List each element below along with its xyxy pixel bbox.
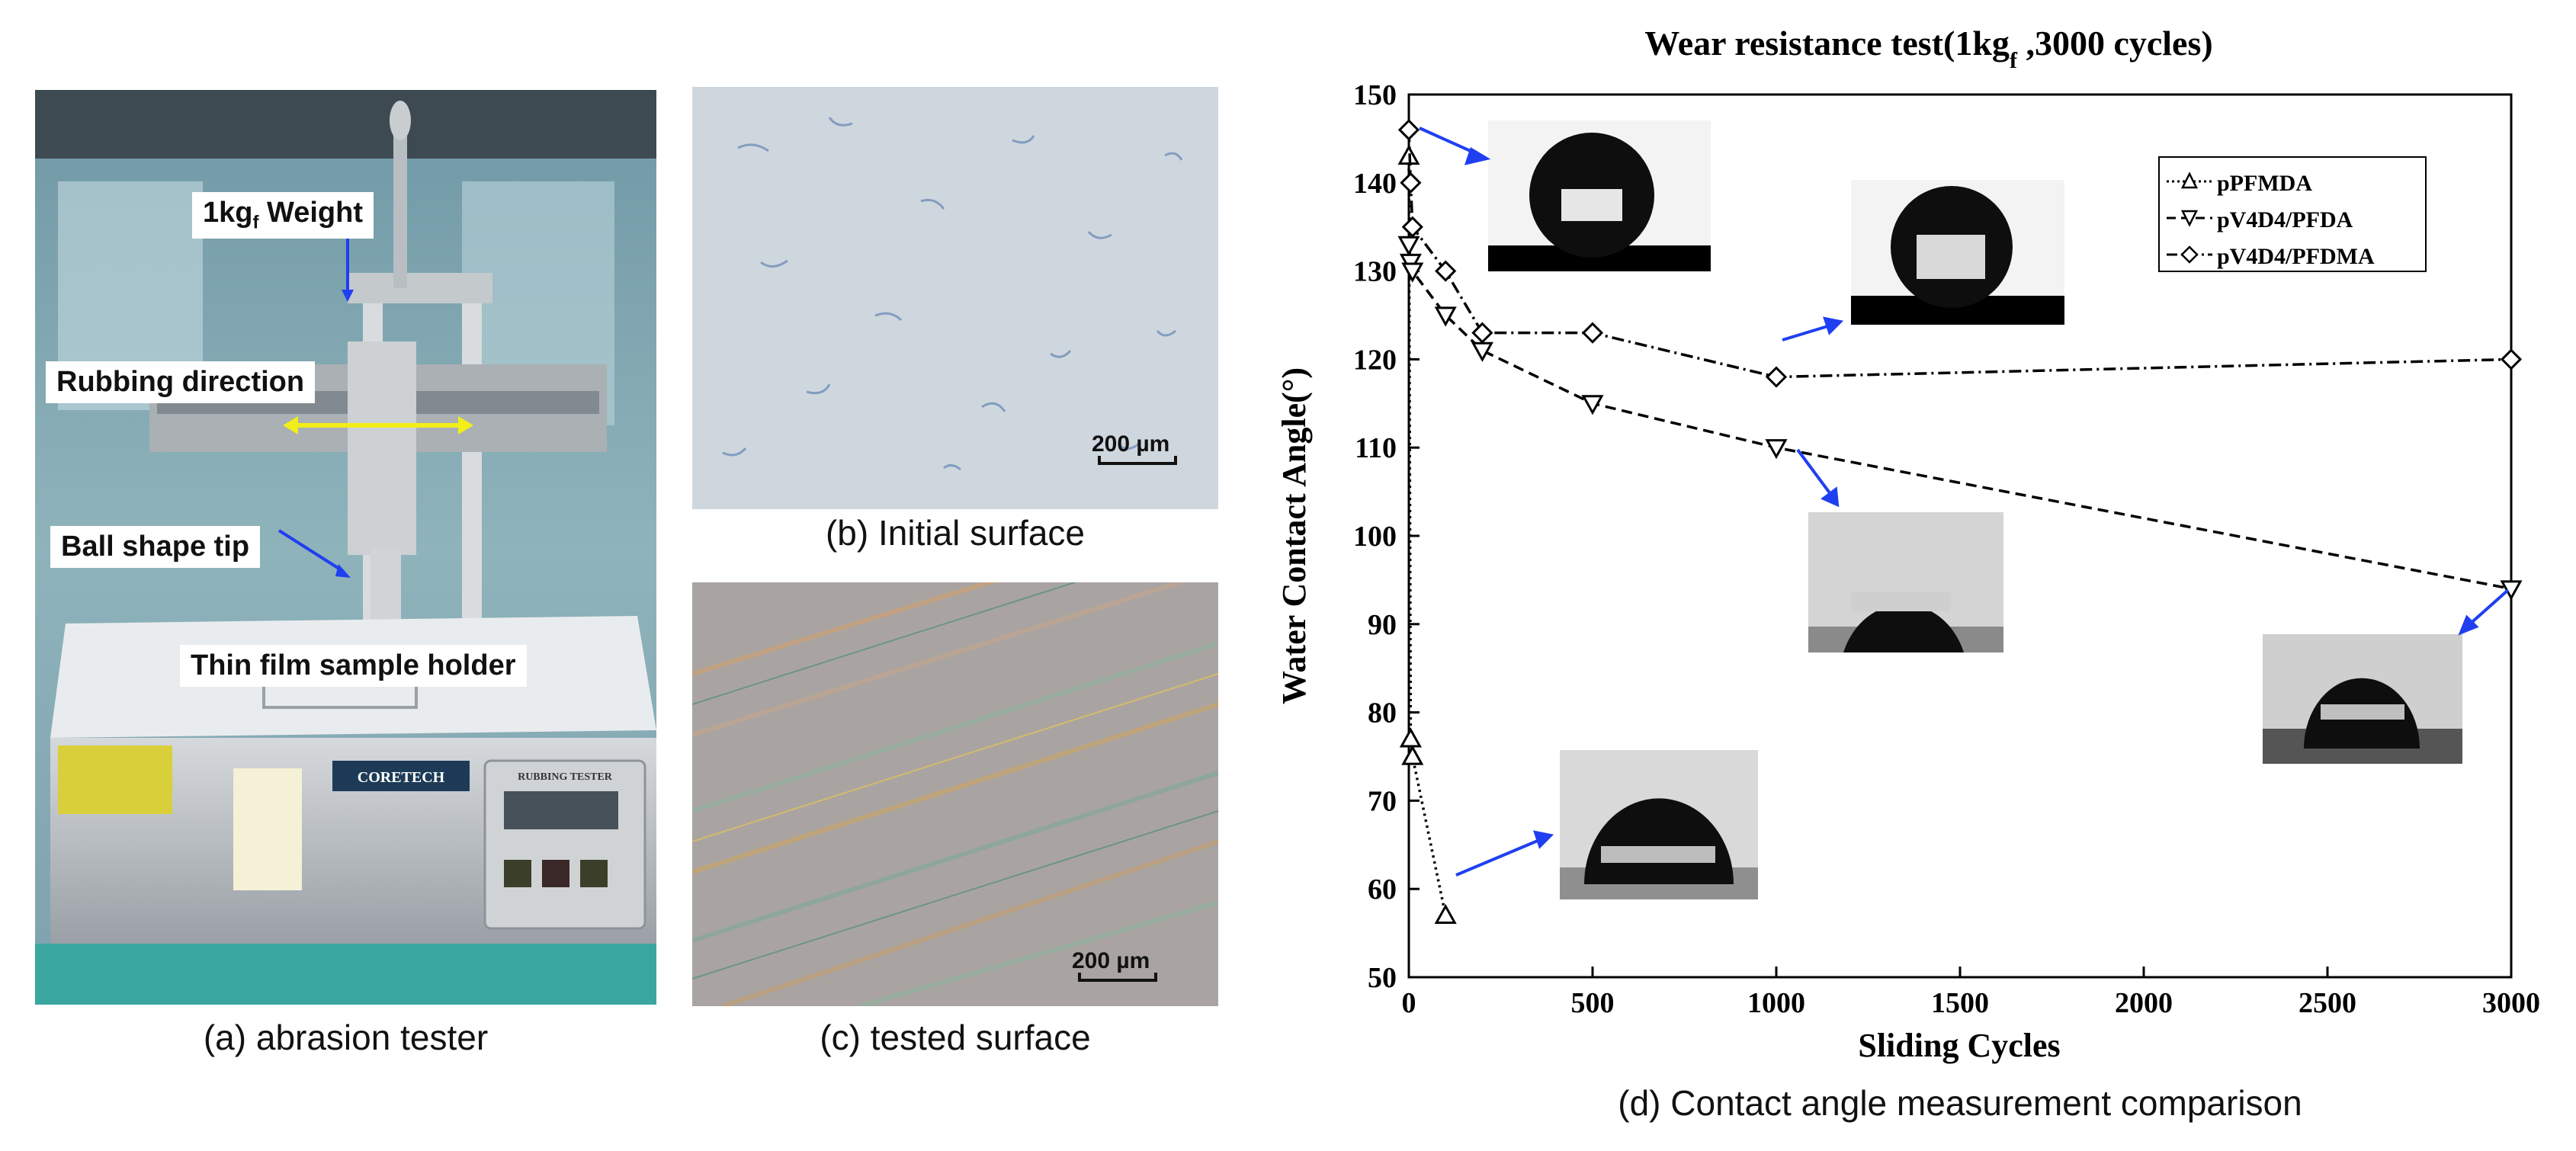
y-tick-label: 150 (1353, 79, 1397, 111)
data-point-diamond (2500, 348, 2523, 370)
y-tick-label: 140 (1353, 168, 1397, 200)
data-point-triangle-up (1399, 727, 1422, 748)
data-point-diamond (1401, 216, 1423, 238)
x-tick-label: 500 (1571, 987, 1615, 1019)
legend-marker-diamond (2180, 245, 2199, 264)
x-tick-label: 1000 (1747, 987, 1805, 1019)
data-point-triangle-down (1581, 395, 1604, 415)
caption-b: (b) Initial surface (825, 513, 1085, 553)
droplet-inset-2 (1851, 180, 2064, 325)
x-axis-label: Sliding Cycles (1858, 1027, 2060, 1064)
y-tick-label: 80 (1368, 697, 1397, 729)
x-tick-label: 1500 (1931, 987, 1989, 1019)
data-point-diamond (1400, 172, 1422, 194)
data-point-diamond (1435, 260, 1457, 282)
scale-bar-c: 200 µm (1072, 948, 1163, 982)
legend: pPFMDA pV4D4/PFDA pV4D4/PFDMA (2158, 156, 2427, 272)
x-tick-label: 0 (1402, 987, 1416, 1019)
droplet-inset-1 (1488, 120, 1711, 271)
caption-c: (c) tested surface (820, 1018, 1091, 1057)
label-weight: 1kgf Weight (192, 192, 374, 239)
label-sample-holder: Thin film sample holder (180, 645, 527, 687)
legend-label-pPFMDA: pPFMDA (2217, 171, 2312, 196)
caption-a: (a) abrasion tester (203, 1018, 489, 1057)
legend-label-pV4D4-PFDMA: pV4D4/PFDMA (2217, 244, 2375, 269)
data-point-diamond (1765, 366, 1788, 388)
label-rubbing-direction: Rubbing direction (46, 361, 316, 403)
y-tick-label: 70 (1368, 785, 1397, 817)
y-tick-label: 130 (1353, 256, 1397, 288)
inset-arrows (1419, 127, 2510, 877)
tested-surface-image (692, 582, 1218, 1006)
data-point-triangle-down (1765, 439, 1788, 460)
x-tick-label: 3000 (2482, 987, 2540, 1019)
y-axis-label: Water Contact Angle(°) (1275, 367, 1313, 704)
data-point-triangle-down (1434, 306, 1457, 327)
y-tick-label: 100 (1353, 521, 1397, 553)
data-point-diamond (1581, 322, 1604, 344)
caption-d: (d) Contact angle measurement comparison (1618, 1083, 2302, 1123)
data-point-diamond (1471, 322, 1493, 344)
tested-surface-texture (692, 582, 1218, 1006)
initial-surface-image (692, 87, 1218, 509)
legend-label-pV4D4-PFDA: pV4D4/PFDA (2217, 207, 2353, 232)
data-point-triangle-down (1471, 341, 1493, 362)
data-point-triangle-down (1397, 236, 1420, 256)
droplet-inset-4 (2263, 634, 2462, 764)
scale-bar-b: 200 µm (1092, 431, 1183, 465)
y-tick-label: 90 (1368, 609, 1397, 641)
y-tick-label: 60 (1368, 874, 1397, 906)
device-brand: CORETECH (358, 769, 445, 786)
data-point-triangle-up (1401, 745, 1424, 765)
x-tick-label: 2000 (2115, 987, 2173, 1019)
data-point-triangle-down (1401, 262, 1424, 283)
droplet-inset-5 (1560, 750, 1758, 899)
x-tick-label: 2500 (2299, 987, 2356, 1019)
abrasion-tester-photo: CORETECH RUBBING TESTER (35, 90, 656, 1005)
droplet-inset-3 (1808, 512, 2003, 652)
legend-marker-triangle-up (2180, 172, 2199, 189)
legend-marker-triangle-down (2180, 210, 2199, 227)
initial-surface-texture (722, 117, 1183, 471)
abrasion-tester-illustration: CORETECH RUBBING TESTER (35, 90, 656, 1005)
y-tick-label: 120 (1353, 344, 1397, 376)
device-model: RUBBING TESTER (518, 771, 613, 783)
y-tick-label: 50 (1368, 962, 1397, 994)
data-point-diamond (1397, 119, 1420, 141)
chart-title: Wear resistance test(1kgf ,3000 cycles) (1644, 24, 2212, 73)
data-point-triangle-up (1434, 903, 1457, 925)
data-point-triangle-down (2500, 580, 2523, 601)
label-ball-shape-tip: Ball shape tip (50, 526, 261, 568)
y-tick-label: 110 (1355, 432, 1397, 464)
